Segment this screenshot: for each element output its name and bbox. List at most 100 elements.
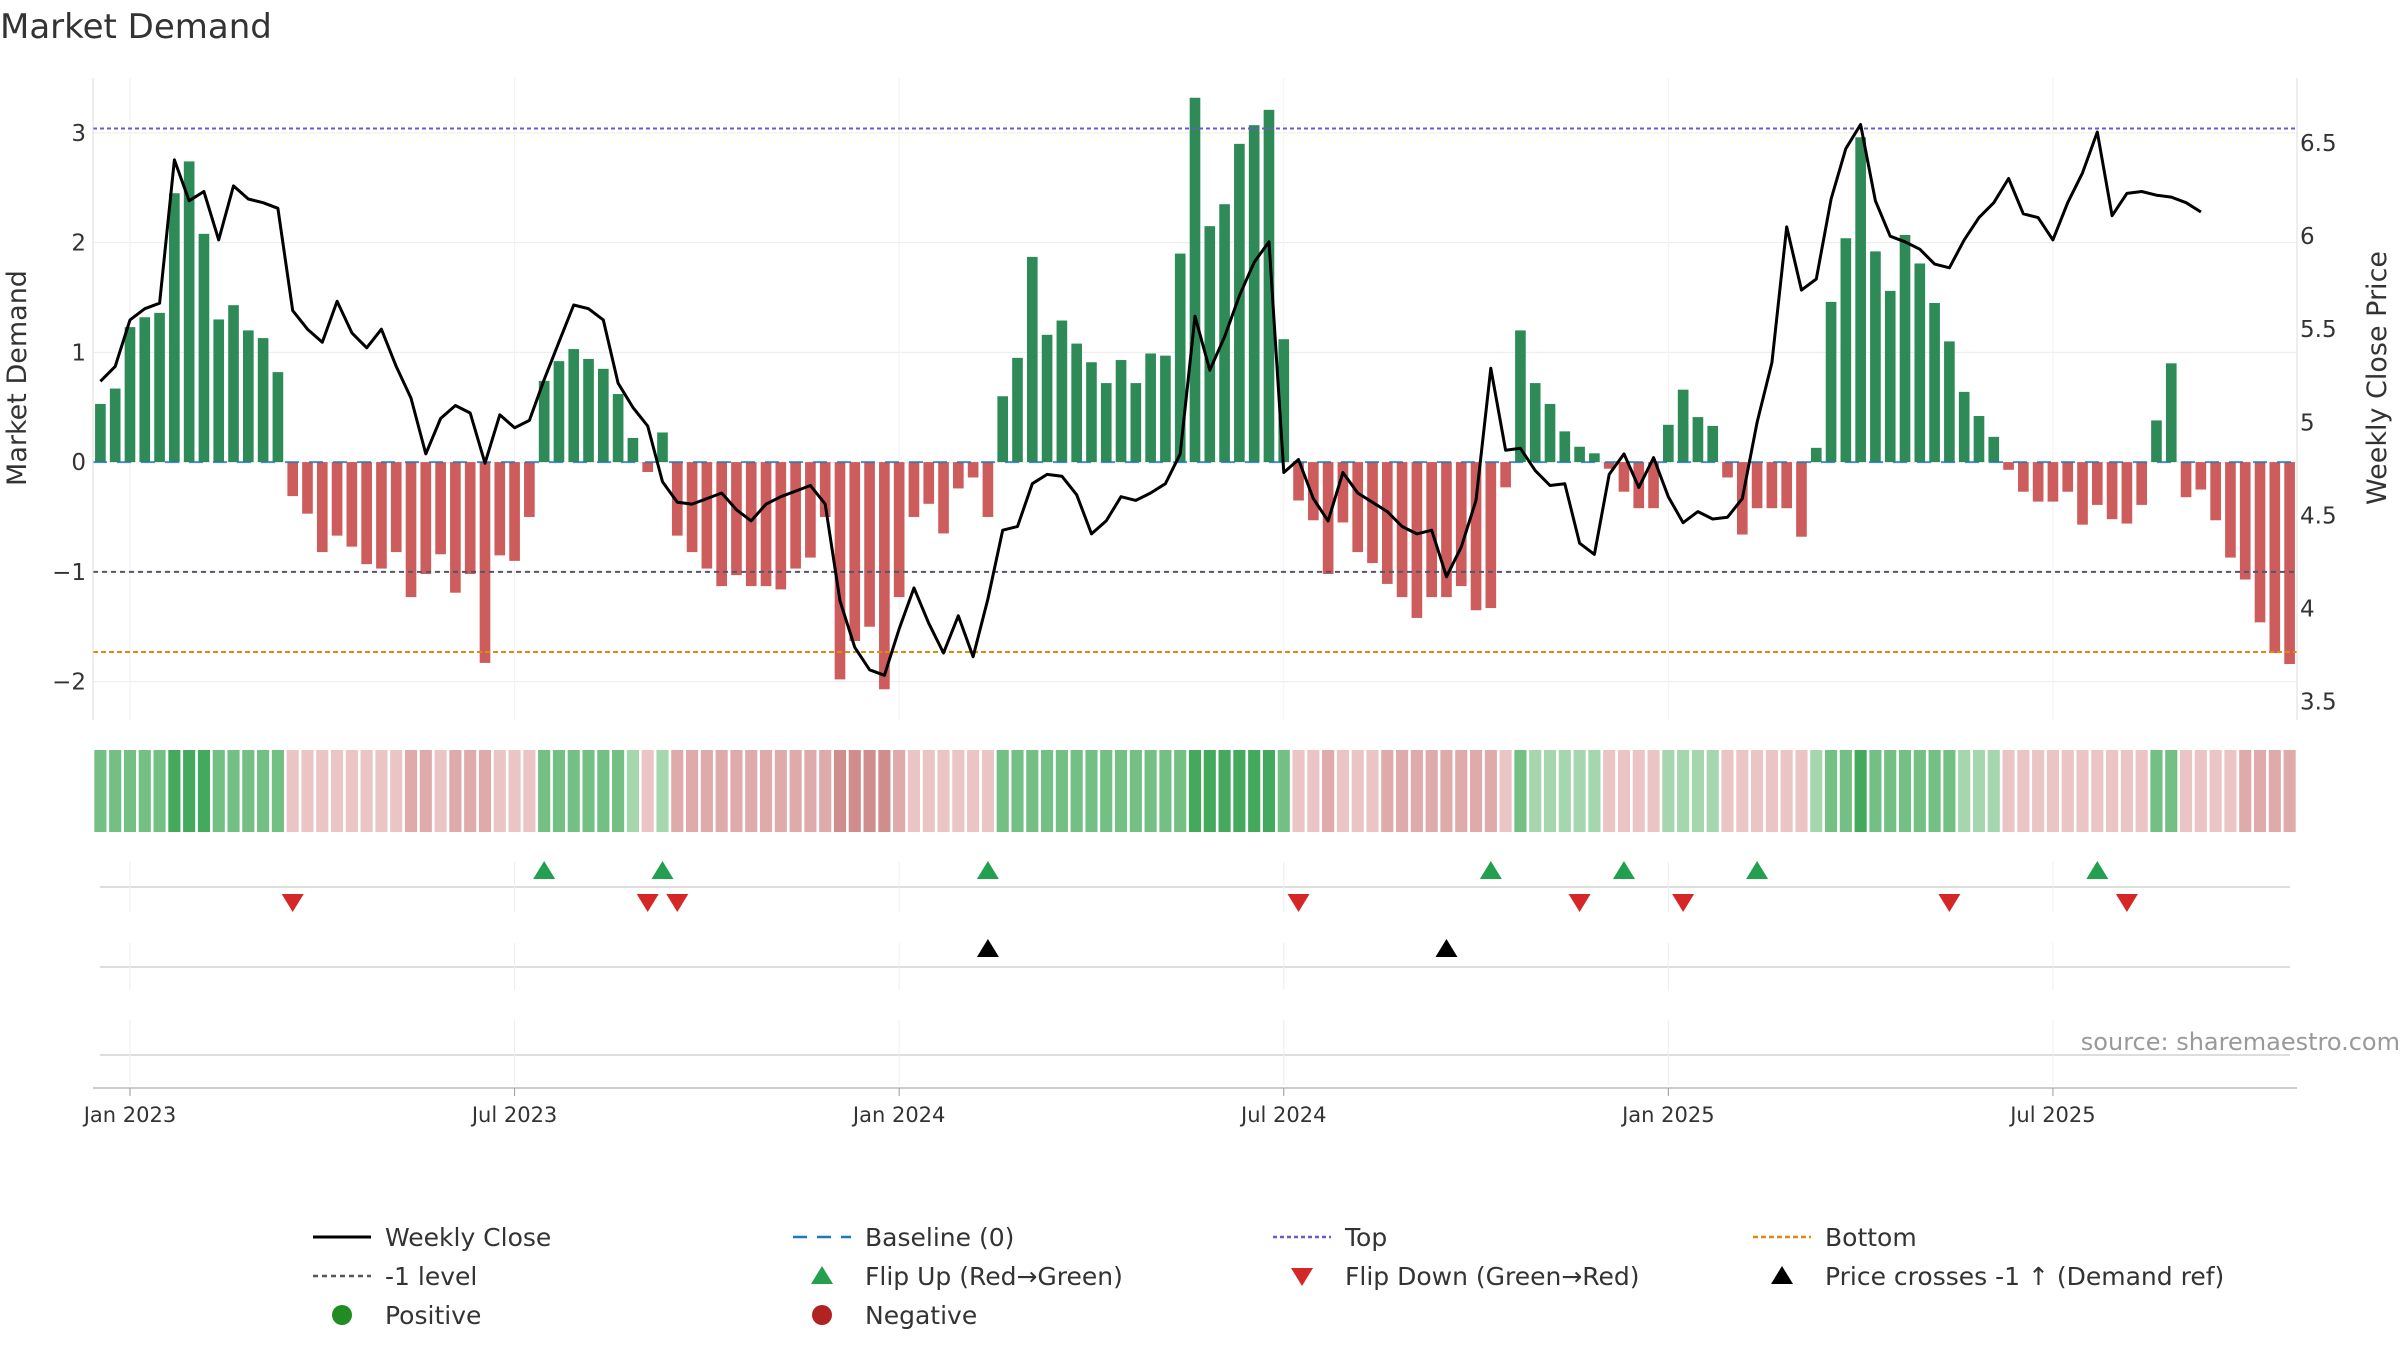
demand-bar xyxy=(864,462,875,627)
flip-down-marker xyxy=(1287,894,1310,912)
legend-flip-down-swatch xyxy=(1291,1268,1313,1286)
demand-bar xyxy=(390,462,402,553)
intensity-cell xyxy=(109,750,122,832)
demand-bar xyxy=(1455,462,1467,587)
demand-bar xyxy=(1026,256,1038,463)
demand-bar xyxy=(1810,447,1822,463)
intensity-cell xyxy=(2076,750,2089,832)
flip-down-marker xyxy=(636,894,659,912)
flip-up-marker xyxy=(651,861,674,879)
demand-bar xyxy=(612,394,624,463)
demand-bar xyxy=(1012,357,1023,463)
intensity-cell xyxy=(686,750,699,832)
flip-down-marker xyxy=(1938,894,1961,912)
demand-bar xyxy=(938,462,949,534)
intensity-cell xyxy=(2268,750,2281,832)
intensity-cell xyxy=(1233,750,1246,832)
demand-bar xyxy=(435,462,446,555)
demand-bar xyxy=(671,462,683,536)
demand-bar xyxy=(1411,462,1423,618)
left-tick-label: 2 xyxy=(71,231,86,257)
demand-bar xyxy=(124,327,136,463)
intensity-cell xyxy=(1529,750,1542,832)
intensity-cell xyxy=(981,750,994,832)
demand-bar xyxy=(1899,234,1911,463)
price-line xyxy=(99,123,2202,677)
intensity-cell xyxy=(94,750,107,832)
intensity-cell xyxy=(301,750,314,832)
legend-label-price-cross: Price crosses -1 ↑ (Demand ref) xyxy=(1825,1262,2224,1291)
intensity-cell xyxy=(1085,750,1098,832)
demand-bar xyxy=(109,388,121,463)
intensity-cell xyxy=(1662,750,1675,832)
flip-up-marker xyxy=(533,861,556,879)
demand-bar xyxy=(893,462,905,598)
demand-bar xyxy=(242,330,254,463)
x-tick-label: Jan 2024 xyxy=(851,1103,946,1127)
demand-bar xyxy=(1160,355,1171,463)
legend-price-cross-swatch xyxy=(1771,1266,1793,1284)
demand-bar xyxy=(834,462,846,680)
legend-negative-swatch xyxy=(812,1305,832,1325)
intensity-cell xyxy=(804,750,817,832)
intensity-cell xyxy=(1248,750,1261,832)
intensity-cell xyxy=(1203,750,1216,832)
demand-bar xyxy=(1884,290,1896,463)
right-tick-label: 4 xyxy=(2300,596,2315,622)
right-tick-label: 6.5 xyxy=(2300,131,2337,157)
demand-bar xyxy=(1130,383,1142,463)
demand-bar xyxy=(287,462,299,497)
right-tick-label: 6 xyxy=(2300,224,2315,250)
demand-bar xyxy=(745,462,757,587)
x-tick-label: Jul 2025 xyxy=(2008,1103,2095,1127)
intensity-cell xyxy=(1366,750,1379,832)
intensity-cell xyxy=(626,750,639,832)
demand-bar xyxy=(509,462,520,561)
demand-bar xyxy=(627,437,639,463)
demand-bar xyxy=(524,462,535,517)
legend-label-minus-one: -1 level xyxy=(385,1262,477,1291)
intensity-cell xyxy=(375,750,388,832)
legend-label-negative: Negative xyxy=(865,1301,977,1330)
left-tick-label: −2 xyxy=(52,670,86,696)
right-tick-label: 4.5 xyxy=(2300,503,2337,529)
intensity-cell xyxy=(2165,750,2178,832)
intensity-cell xyxy=(1396,750,1409,832)
demand-bar xyxy=(198,233,210,463)
flip-up-marker xyxy=(2086,861,2109,879)
intensity-cell xyxy=(1351,750,1364,832)
demand-bar xyxy=(1958,391,1970,463)
demand-bar xyxy=(2032,462,2044,502)
intensity-cell xyxy=(1795,750,1808,832)
demand-bar xyxy=(139,317,151,463)
intensity-strip xyxy=(94,750,2296,832)
left-tick-label: 3 xyxy=(71,121,86,147)
intensity-cell xyxy=(1188,750,1202,832)
demand-bar xyxy=(1973,416,1985,463)
demand-bar xyxy=(1234,143,1245,463)
right-tick-label: 5.5 xyxy=(2300,317,2337,343)
intensity-cell xyxy=(1174,750,1187,832)
demand-bar xyxy=(568,349,580,463)
intensity-cell xyxy=(1484,750,1497,832)
intensity-cell xyxy=(478,750,492,832)
demand-bar xyxy=(583,358,594,463)
intensity-cell xyxy=(345,750,358,832)
intensity-cell xyxy=(1440,750,1453,832)
demand-bar xyxy=(597,368,609,463)
demand-bar xyxy=(997,396,1009,463)
demand-bar xyxy=(2003,462,2014,470)
intensity-cell xyxy=(2150,750,2163,832)
demand-bar xyxy=(1707,425,1719,463)
legend: Weekly Close Baseline (0) Top Bottom -1 leve… xyxy=(313,1223,2224,1330)
demand-bar xyxy=(1929,302,1940,463)
demand-bar xyxy=(1751,462,1763,509)
intensity-cell xyxy=(2283,750,2296,832)
intensity-cell xyxy=(2032,750,2045,832)
intensity-cell xyxy=(1691,750,1704,832)
intensity-cell xyxy=(2253,750,2267,832)
flip-down-marker xyxy=(666,894,689,912)
demand-bar xyxy=(2047,462,2059,502)
demand-bar xyxy=(953,462,964,489)
demand-bar xyxy=(346,462,358,547)
